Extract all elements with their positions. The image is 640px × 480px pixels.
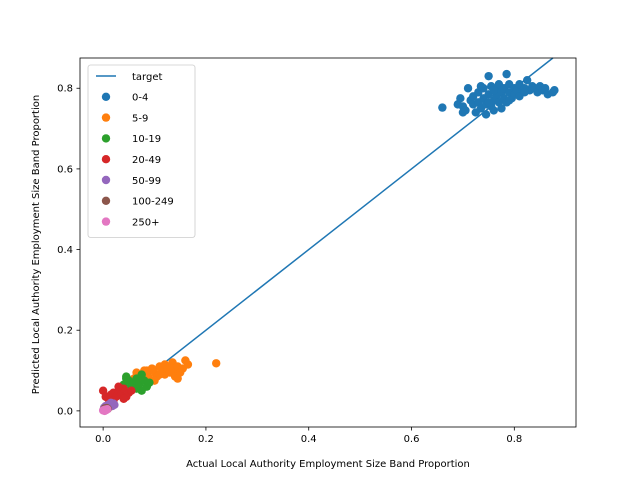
y-tick-label: 0.4	[57, 245, 73, 256]
legend-swatch-marker	[101, 92, 111, 102]
point-50-99	[110, 400, 119, 410]
point-10-19	[122, 372, 131, 381]
x-tick-label: 0.2	[198, 434, 214, 445]
legend-swatch-marker	[101, 134, 111, 143]
point-0-4	[550, 86, 559, 95]
series-10-19	[119, 370, 154, 395]
point-0-4	[504, 96, 514, 105]
point-0-4	[456, 94, 465, 103]
legend-swatch-marker	[101, 196, 111, 205]
point-20-49	[119, 394, 128, 403]
point-0-4	[489, 106, 498, 115]
point-5-9	[173, 374, 182, 383]
y-tick-label: 0.6	[57, 164, 73, 175]
legend-box	[87, 64, 196, 238]
legend-label: 50-99	[132, 176, 161, 187]
point-0-4	[520, 88, 529, 97]
point-0-4	[484, 71, 493, 81]
point-20-49	[127, 386, 136, 395]
legend-label: 250+	[132, 217, 159, 228]
x-tick-label: 0.8	[506, 434, 522, 445]
x-axis-label: Actual Local Authority Employment Size B…	[186, 459, 470, 470]
x-tick-label: 0.0	[95, 434, 111, 445]
point-0-4	[438, 103, 447, 112]
target-line	[102, 57, 554, 412]
series-250+	[98, 405, 112, 416]
legend-label: 20-49	[132, 155, 161, 166]
point-250+	[100, 406, 109, 416]
y-tick-label: 0.2	[57, 326, 73, 337]
legend-swatch-marker	[101, 113, 111, 122]
point-10-19	[145, 378, 154, 387]
x-tick-label: 0.6	[404, 434, 420, 445]
legend-swatch-marker	[101, 217, 111, 226]
y-axis-label: Predicted Local Authority Employment Siz…	[31, 95, 42, 394]
point-5-9	[183, 360, 193, 369]
legend-label: target	[132, 72, 162, 83]
x-tick-label: 0.4	[301, 434, 317, 445]
point-5-9	[155, 370, 164, 379]
y-tick-label: 0.0	[57, 406, 73, 417]
legend-label: 5-9	[132, 113, 148, 124]
series-0-4	[438, 69, 559, 119]
point-5-9	[212, 359, 221, 368]
legend: target 0-4 5-9 10-19 20-49 50-99 100-249 250+	[87, 64, 196, 238]
point-0-4	[476, 82, 486, 91]
point-5-9	[165, 362, 175, 371]
y-tick-label: 0.8	[57, 84, 73, 95]
legend-swatch-marker	[101, 175, 111, 185]
y-axis-ticks: 0.0 0.2 0.4 0.6 0.8	[57, 84, 80, 417]
legend-label: 100-249	[132, 197, 174, 208]
point-0-4	[522, 75, 532, 85]
point-0-4	[481, 110, 491, 119]
x-axis-ticks: 0.0 0.2 0.4 0.6 0.8	[95, 427, 522, 445]
plot-area	[79, 57, 577, 428]
point-0-4	[463, 84, 473, 93]
point-0-4	[502, 69, 511, 79]
legend-label: 0-4	[132, 93, 148, 104]
point-20-49	[114, 382, 123, 391]
point-0-4	[458, 108, 468, 117]
legend-swatch-marker	[101, 155, 111, 164]
point-0-4	[497, 104, 506, 113]
axes-frame	[79, 57, 577, 428]
data-marks	[98, 57, 559, 416]
legend-label: 10-19	[132, 134, 161, 145]
point-0-4	[484, 98, 493, 107]
point-0-4	[489, 86, 498, 95]
